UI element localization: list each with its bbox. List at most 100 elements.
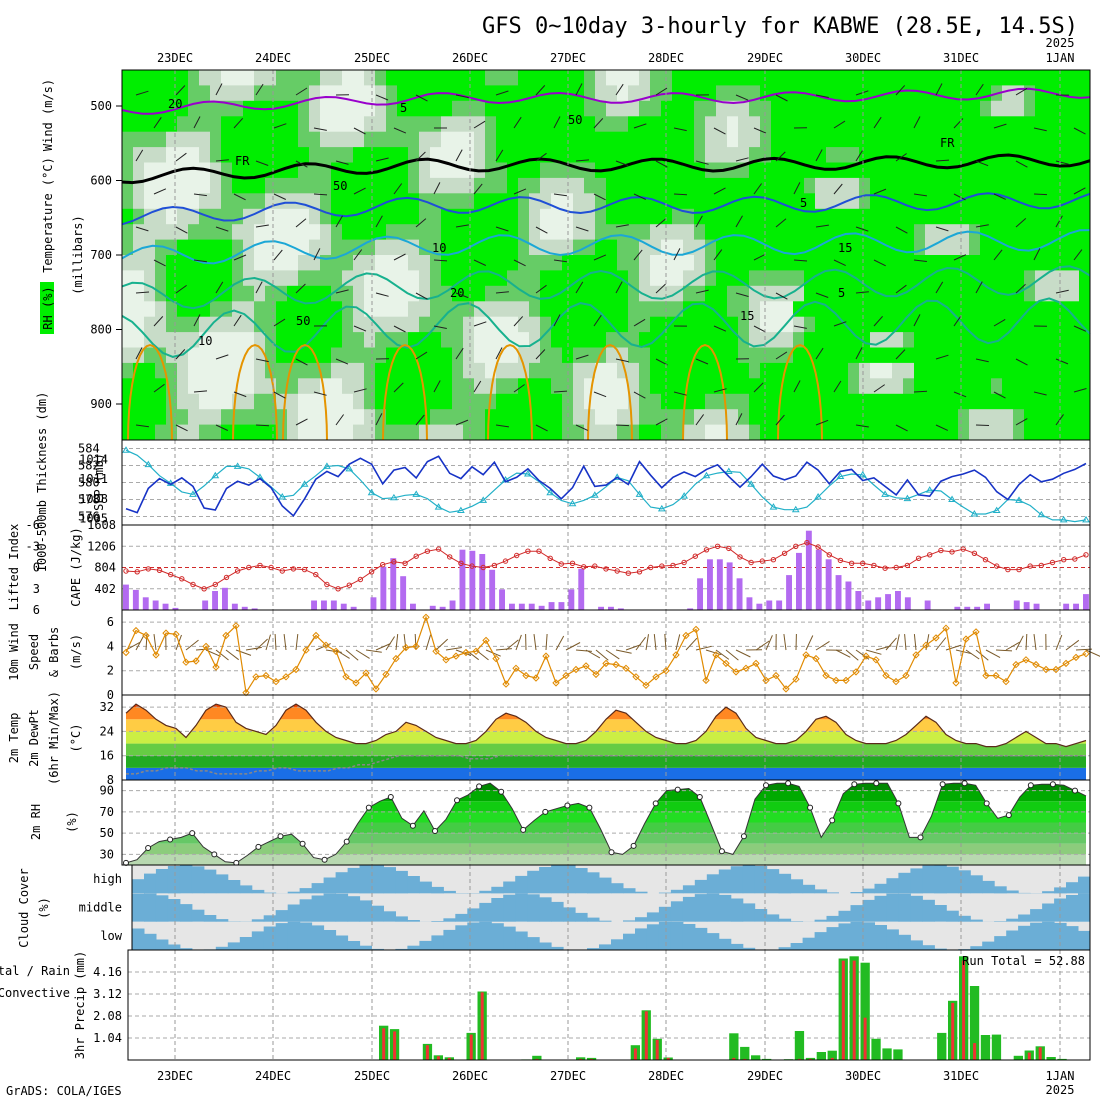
rh-cell — [540, 209, 552, 225]
cloud-cell — [599, 944, 612, 950]
cloud-cell — [791, 879, 804, 893]
rh-cell — [947, 425, 959, 441]
rh-cell — [551, 394, 563, 410]
rh-cell — [980, 240, 992, 256]
rh-cell — [661, 209, 673, 225]
rh-cell — [265, 70, 277, 86]
rh-cell — [540, 116, 552, 132]
rh-cell — [925, 317, 937, 333]
rh-cell — [155, 270, 167, 286]
rh-cell — [936, 178, 948, 194]
rh-cell — [870, 378, 882, 394]
rh-cell — [452, 101, 464, 117]
rh-cell — [848, 178, 860, 194]
rh-cell — [122, 85, 134, 101]
rh-cell — [1057, 270, 1069, 286]
rh-cell — [177, 425, 189, 441]
rh-marker — [278, 834, 283, 839]
cloud-cell — [827, 916, 840, 922]
cloud-cell — [922, 900, 935, 922]
rh-cell — [617, 70, 629, 86]
rh-cell — [859, 394, 871, 410]
rh-cell — [430, 116, 442, 132]
rh-cell — [430, 270, 442, 286]
rh-cell — [518, 394, 530, 410]
rh-cell — [573, 394, 585, 410]
rh-cell — [793, 378, 805, 394]
rh-cell — [518, 132, 530, 148]
rh-band — [122, 812, 1090, 823]
rh-cell — [584, 255, 596, 271]
rh-cell — [760, 209, 772, 225]
rh-cell — [826, 270, 838, 286]
cloud-cell — [910, 896, 923, 922]
rh-cell — [804, 425, 816, 441]
sfc-wind-barb — [284, 634, 286, 650]
rh-cell — [210, 270, 222, 286]
sfc-wind-barb — [296, 634, 298, 650]
rh-cell — [342, 425, 354, 441]
rh-cell — [529, 301, 541, 317]
cloud-cell — [395, 916, 408, 921]
rh-cell — [738, 348, 750, 364]
rh-cell — [628, 240, 640, 256]
rh-cell — [694, 425, 706, 441]
rh-cell — [694, 286, 706, 302]
rh-cell — [375, 178, 387, 194]
rh-cell — [419, 116, 431, 132]
rh-cell — [749, 270, 761, 286]
rh-cell — [375, 425, 387, 441]
rh-cell — [760, 224, 772, 240]
rh-cell — [837, 301, 849, 317]
rh-cell — [881, 224, 893, 240]
rh-cell — [936, 348, 948, 364]
rh-cell — [793, 409, 805, 425]
temp-ylabel-3: (6hr Min/Max) — [47, 691, 61, 785]
rh-cell — [991, 409, 1003, 425]
temp-band — [122, 768, 1090, 780]
rh-cell — [144, 363, 156, 379]
rh-cell — [782, 301, 794, 317]
rh-cell — [210, 348, 222, 364]
wind-barb — [1034, 194, 1047, 195]
rh-cell — [474, 394, 486, 410]
rh-cell — [573, 70, 585, 86]
cloud-cell — [228, 880, 241, 893]
rh-cell — [320, 193, 332, 209]
rh-cell — [1079, 240, 1091, 256]
rh-cell — [694, 209, 706, 225]
cape-bar — [143, 597, 149, 610]
rh-cell — [573, 317, 585, 333]
rh-cell — [1057, 116, 1069, 132]
rh-cell — [133, 378, 145, 394]
rh-cell — [452, 394, 464, 410]
rh-cell — [595, 132, 607, 148]
rh-cell — [1057, 286, 1069, 302]
cloud-cell — [934, 865, 947, 893]
rh-cell — [826, 317, 838, 333]
rh-cell — [925, 132, 937, 148]
rh-cell — [969, 116, 981, 132]
cloud-cell — [635, 892, 648, 894]
top-date-label: 24DEC — [255, 51, 291, 65]
cloud-cell — [503, 927, 516, 950]
rh-cell — [639, 163, 651, 179]
rh-cell — [188, 224, 200, 240]
rh-cell — [980, 132, 992, 148]
precip-conv-bar — [437, 1056, 440, 1060]
rh-cell — [1046, 425, 1058, 441]
rh-cell — [287, 147, 299, 163]
rh-cell — [166, 317, 178, 333]
cape-bar — [450, 601, 456, 611]
rh-cell — [298, 286, 310, 302]
sfc-wind-barb — [346, 650, 358, 660]
rh-cell — [969, 101, 981, 117]
rh-cell — [782, 101, 794, 117]
rh-cell — [287, 70, 299, 86]
rh-cell — [771, 101, 783, 117]
rh-cell — [837, 70, 849, 86]
rh-cell — [639, 378, 651, 394]
rh-cell — [474, 193, 486, 209]
cloud-cell — [779, 874, 792, 894]
rh-cell — [364, 147, 376, 163]
